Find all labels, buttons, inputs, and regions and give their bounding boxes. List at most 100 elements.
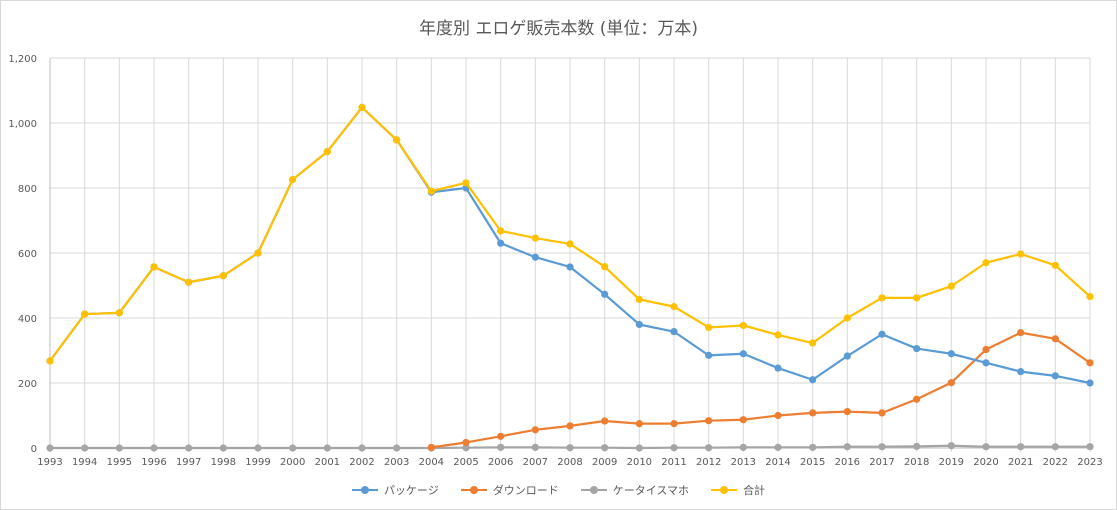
data-point xyxy=(843,443,851,451)
legend-label: ダウンロード xyxy=(492,484,559,497)
legend-swatch xyxy=(460,486,487,494)
x-tick-label: 2013 xyxy=(731,457,756,468)
legend-label: ケータイスマホ xyxy=(612,484,690,497)
x-tick-label: 2005 xyxy=(453,457,478,468)
y-tick-label: 800 xyxy=(18,184,37,195)
data-point xyxy=(1086,443,1094,451)
data-point xyxy=(739,321,747,330)
data-point xyxy=(878,294,886,302)
data-point xyxy=(254,444,262,452)
data-point xyxy=(531,234,539,242)
x-tick-label: 2022 xyxy=(1043,457,1068,468)
data-point xyxy=(774,411,782,420)
data-point xyxy=(1086,359,1094,367)
x-tick-label: 2011 xyxy=(661,457,686,468)
data-point xyxy=(462,438,470,447)
x-tick-label: 1998 xyxy=(211,457,236,468)
y-tick-label: 400 xyxy=(18,314,37,325)
data-point xyxy=(393,444,401,452)
data-point xyxy=(705,417,713,425)
data-point xyxy=(1017,250,1025,258)
y-tick-label: 1,200 xyxy=(8,54,37,65)
y-tick-label: 1,000 xyxy=(8,119,37,130)
data-point xyxy=(982,259,990,267)
x-tick-label: 2009 xyxy=(592,457,617,468)
x-tick-label: 2006 xyxy=(488,457,513,468)
data-point xyxy=(947,350,955,358)
data-point xyxy=(739,350,747,358)
data-point xyxy=(774,443,782,451)
data-point xyxy=(635,420,643,428)
data-point xyxy=(809,376,817,384)
data-point xyxy=(774,331,782,339)
x-tick-label: 2004 xyxy=(419,457,444,468)
data-point xyxy=(497,432,505,440)
data-point xyxy=(150,263,158,271)
data-point xyxy=(81,444,89,452)
data-point xyxy=(843,408,851,416)
chart-title: 年度別 エロゲ販売本数 (単位：万本) xyxy=(418,19,699,39)
data-point xyxy=(982,359,990,367)
x-tick-label: 2014 xyxy=(765,457,790,468)
data-point xyxy=(323,444,331,452)
data-point xyxy=(219,444,227,452)
data-point xyxy=(566,240,574,248)
legend-swatch xyxy=(580,486,607,494)
data-point xyxy=(982,345,990,354)
data-point xyxy=(809,339,817,347)
x-tick-label: 1999 xyxy=(245,457,270,468)
data-point xyxy=(913,344,921,353)
data-point xyxy=(393,136,401,144)
data-point xyxy=(46,357,54,365)
data-point xyxy=(670,328,678,336)
data-point xyxy=(1086,292,1094,301)
data-point xyxy=(1051,261,1059,269)
data-point xyxy=(878,409,886,417)
data-point xyxy=(531,443,539,451)
x-tick-label: 2007 xyxy=(523,457,548,468)
legend-item: 合計 xyxy=(711,482,765,498)
x-tick-label: 2002 xyxy=(349,457,374,468)
y-tick-label: 600 xyxy=(18,249,37,260)
data-point xyxy=(913,395,921,403)
legend-item: パッケージ xyxy=(351,482,439,498)
data-point xyxy=(115,309,123,317)
legend-item: ケータイスマホ xyxy=(580,482,690,498)
data-point xyxy=(427,443,435,451)
x-tick-label: 2003 xyxy=(384,457,409,468)
data-point xyxy=(1051,335,1059,343)
data-point xyxy=(115,444,123,452)
data-point xyxy=(809,409,817,417)
data-point xyxy=(913,442,921,450)
data-point xyxy=(289,175,297,184)
data-point xyxy=(739,416,747,424)
data-point xyxy=(531,426,539,434)
data-point xyxy=(566,444,574,452)
x-tick-label: 1996 xyxy=(141,457,166,468)
data-point xyxy=(531,253,539,261)
data-point xyxy=(1051,372,1059,380)
data-point xyxy=(497,239,505,247)
data-point xyxy=(219,272,227,280)
data-point xyxy=(566,263,574,271)
data-point xyxy=(670,303,678,311)
data-point xyxy=(705,323,713,332)
data-point xyxy=(878,330,886,338)
y-tick-label: 200 xyxy=(18,379,37,390)
legend-swatch xyxy=(711,486,738,494)
data-point xyxy=(1086,379,1094,387)
data-point xyxy=(1017,368,1025,376)
data-point xyxy=(843,352,851,360)
x-tick-label: 1995 xyxy=(107,457,132,468)
x-tick-label: 1997 xyxy=(176,457,201,468)
data-point xyxy=(1017,329,1025,337)
x-tick-label: 2012 xyxy=(696,457,721,468)
data-point xyxy=(462,179,470,187)
data-point xyxy=(323,148,331,156)
data-point xyxy=(601,417,609,425)
data-point xyxy=(774,364,782,372)
data-point xyxy=(462,444,470,452)
legend-swatch xyxy=(351,486,378,494)
data-point xyxy=(566,422,574,430)
x-tick-label: 2001 xyxy=(315,457,340,468)
